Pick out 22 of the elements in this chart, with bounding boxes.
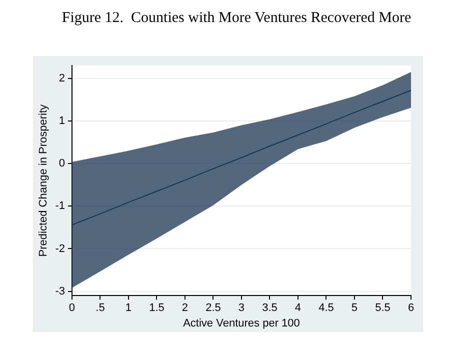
x-tick-label: 4 [294, 302, 302, 314]
x-tick-label: 2 [182, 302, 188, 314]
x-tick-label: 4.5 [318, 302, 334, 314]
x-tick-label: 5.5 [375, 302, 390, 314]
y-tick-label: 0 [58, 158, 65, 170]
y-tick-label: -1 [55, 200, 65, 212]
y-axis-title: Predicted Change in Prosperity [38, 104, 50, 257]
y-tick-label: -3 [55, 285, 65, 298]
x-tick-label: 0 [68, 302, 76, 314]
y-tick-label: 2 [58, 72, 65, 84]
x-axis-title: Active Ventures per 100 [183, 317, 300, 330]
y-tick-label: 1 [58, 115, 65, 127]
x-tick-label: 1.5 [149, 302, 164, 314]
x-tick-label: .5 [96, 302, 105, 314]
chart-title: Figure 12. Counties with More Ventures Recovered More [60, 10, 412, 27]
x-tick-label: 5 [351, 302, 358, 314]
x-tick-label: 3.5 [262, 302, 278, 314]
x-tick-label: 3 [238, 302, 245, 314]
x-tick-label: 6 [408, 302, 414, 314]
x-tick-label: 1 [125, 302, 132, 314]
y-tick-label: -2 [55, 242, 65, 255]
x-tick-label: 2.5 [206, 302, 221, 314]
